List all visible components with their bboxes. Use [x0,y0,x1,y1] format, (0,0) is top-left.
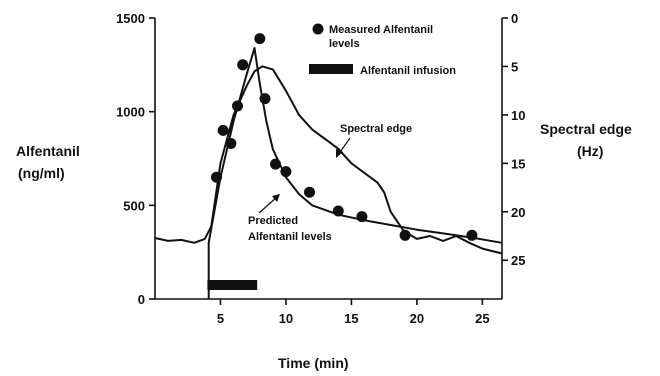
y-right-title-line-1: Spectral edge [540,121,632,137]
measured-alfentanil-point [332,205,344,217]
measured-alfentanil-point [232,100,243,112]
x-tick-label: 10 [279,311,293,326]
predicted-arrow [258,196,278,214]
x-tick-label: 5 [217,311,224,326]
spectral-edge-arrowhead [336,149,343,158]
measured-alfentanil-point [254,33,266,45]
y-left-tick-label: 500 [123,198,145,213]
spectral-edge-annotation: Spectral edge [340,123,412,135]
legend-dot-marker [312,23,324,35]
y-right-title-line-2: (Hz) [577,143,603,159]
labels-layer: Alfentanil (ng/ml) Spectral edge (Hz) Ti… [16,23,632,371]
y-right-tick-label: 10 [511,108,525,123]
y-right-tick-label: 15 [511,156,525,171]
measured-alfentanil-point [304,186,315,198]
x-tick-label: 15 [344,311,358,326]
predicted-annotation-line-1: Predicted [248,215,298,227]
predicted-arrowhead [272,194,280,202]
x-axis-title: Time (min) [278,355,349,371]
legend-infusion-label: Alfentanil infusion [360,65,456,77]
measured-alfentanil-point [356,211,368,223]
legend-measured-line-2: levels [329,38,360,50]
x-tick-label: 25 [475,311,489,326]
spectral-edge-line [154,65,503,255]
measured-alfentanil-point [237,59,249,71]
y-left-tick-label: 1000 [116,105,145,120]
measured-alfentanil-point [211,171,222,183]
measured-alfentanil-point [259,93,271,105]
x-tick-label: 20 [410,311,424,326]
measured-alfentanil-point [466,229,478,241]
measured-alfentanil-point [225,138,237,149]
axes: 0 500 1000 1500 0 5 10 15 20 25 5 10 15 20 25 [116,11,525,326]
y-right-tick-label: 20 [511,205,525,220]
measured-alfentanil-point [399,229,411,241]
predicted-annotation-line-2: Alfentanil levels [248,231,332,243]
measured-alfentanil-point [270,158,281,170]
y-right-tick-label: 5 [511,59,518,74]
legend-measured-line-1: Measured Alfentanil [329,24,433,36]
measured-alfentanil-point [280,166,292,178]
predicted-alfentanil-line [207,47,503,299]
y-right-tick-label: 0 [511,11,518,26]
y-left-tick-label: 1500 [116,11,145,26]
y-left-tick-label: 0 [138,292,145,307]
y-left-title-line-2: (ng/ml) [18,165,65,181]
series-layer [154,33,503,299]
infusion-bar [207,280,258,290]
measured-alfentanil-point [217,124,229,136]
y-left-title-line-1: Alfentanil [16,143,80,159]
y-right-tick-label: 25 [511,253,525,268]
legend-infusion-bar-marker [309,64,353,74]
